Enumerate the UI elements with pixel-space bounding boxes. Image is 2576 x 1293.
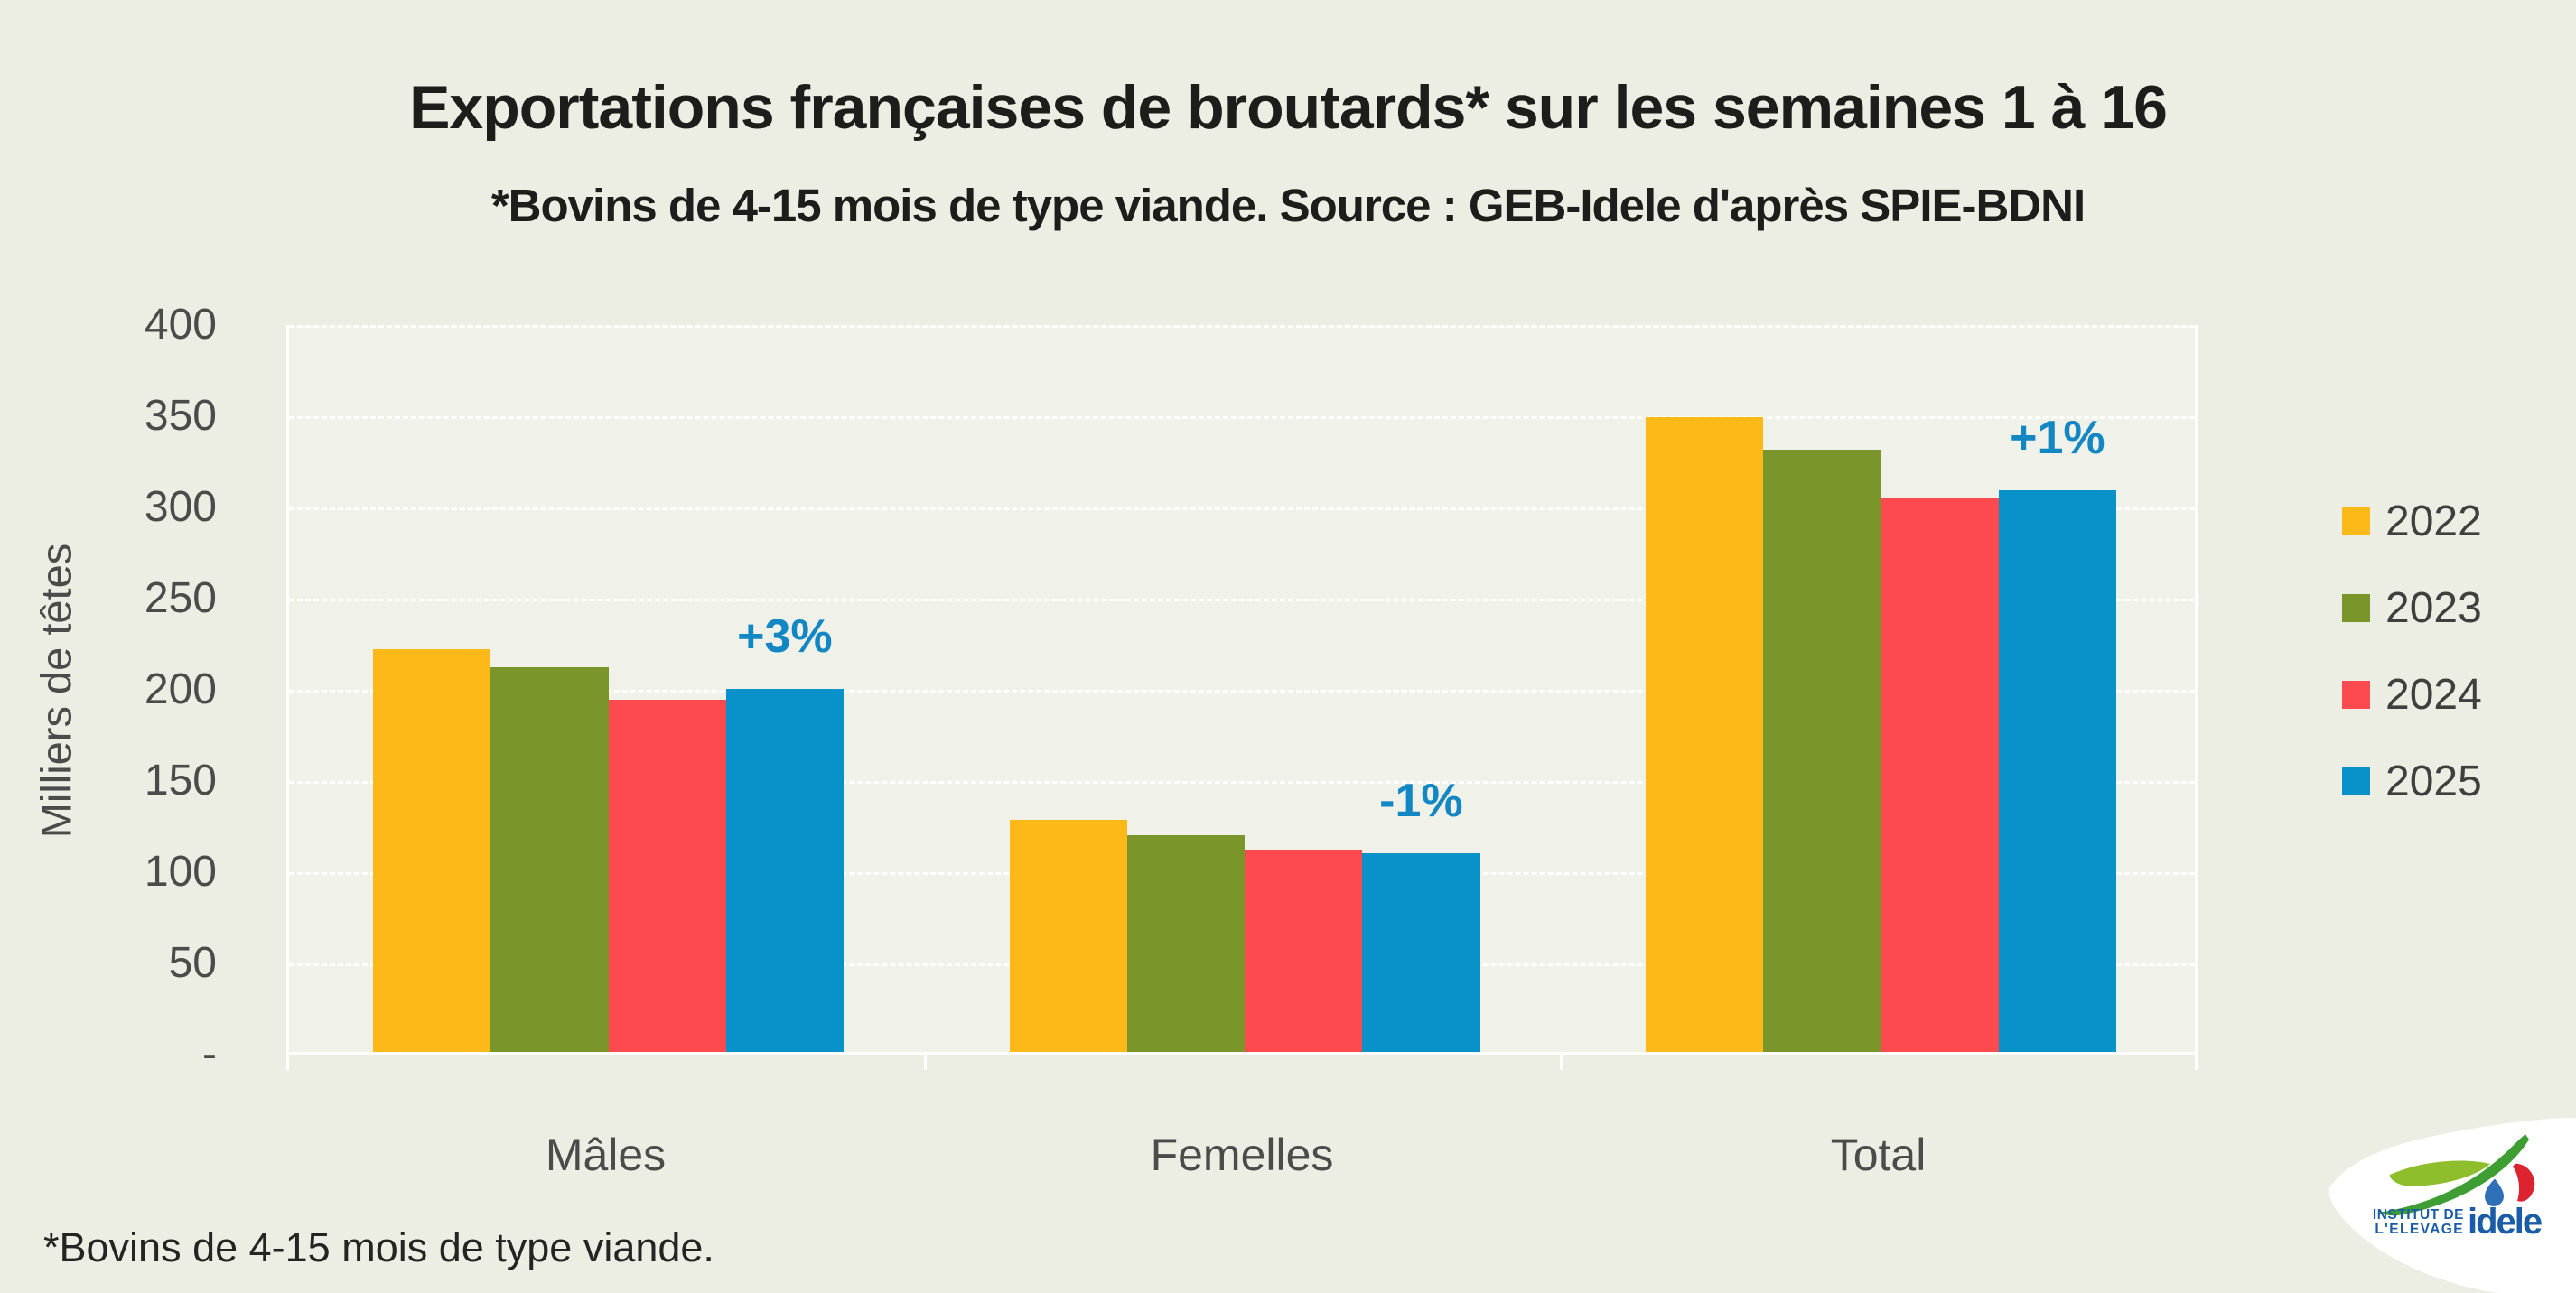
bar-Total-2024 <box>1881 497 1999 1052</box>
legend-item-2024: 2024 <box>2342 651 2482 738</box>
bar-Femelles-2025 <box>1362 852 1480 1052</box>
gridline-350 <box>289 416 2195 419</box>
bar-Total-2023 <box>1763 450 1881 1052</box>
legend-item-2022: 2022 <box>2342 478 2482 564</box>
logo-light-green-swoosh <box>2389 1160 2490 1186</box>
gridline-150 <box>289 781 2195 784</box>
gridline-400 <box>289 325 2195 328</box>
y-tick-label-200: 200 <box>144 665 217 713</box>
gridline-200 <box>289 690 2195 693</box>
legend-swatch-2024 <box>2342 680 2370 709</box>
bar-Femelles-2022 <box>1009 820 1127 1052</box>
annotation-Total: +1% <box>2010 411 2105 464</box>
y-tick-label-100: 100 <box>144 848 217 896</box>
logo-red-shape <box>2513 1163 2535 1202</box>
legend-label-2023: 2023 <box>2385 583 2482 632</box>
bar-Femelles-2024 <box>1245 849 1363 1052</box>
bar-Total-2022 <box>1646 417 1764 1052</box>
annotation-Mâles: +3% <box>737 610 833 664</box>
y-tick-label-350: 350 <box>144 392 217 440</box>
x-category-label-Femelles: Femelles <box>1150 1130 1334 1180</box>
idele-logo: INSTITUT DE L'ELEVAGE idele <box>2329 1118 2576 1293</box>
legend-swatch-2022 <box>2342 507 2370 535</box>
logo-background-shape <box>2329 1118 2576 1293</box>
legend-item-2025: 2025 <box>2342 738 2482 824</box>
y-tick-label-400: 400 <box>144 301 217 349</box>
chart-subtitle: *Bovins de 4-15 mois de type viande. Sou… <box>490 180 2086 231</box>
legend: 2022 2023 2024 2025 <box>2342 478 2482 824</box>
legend-label-2022: 2022 <box>2385 497 2482 545</box>
y-tick-label--: - <box>202 1030 217 1078</box>
bar-Mâles-2023 <box>490 666 609 1052</box>
legend-swatch-2023 <box>2342 593 2370 622</box>
bar-Mâles-2024 <box>608 700 726 1052</box>
x-axis-tick-2 <box>1560 1053 1563 1070</box>
legend-label-2024: 2024 <box>2385 670 2482 719</box>
logo-brand: idele <box>2468 1202 2542 1242</box>
x-axis-tick-0 <box>286 1053 289 1070</box>
bar-Total-2025 <box>1998 489 2116 1052</box>
y-tick-label-50: 50 <box>168 939 217 987</box>
bar-Mâles-2025 <box>725 689 844 1052</box>
plot-area: +3% -1% +1% <box>286 325 2198 1055</box>
x-category-label-Mâles: Mâles <box>545 1130 667 1180</box>
y-tick-label-250: 250 <box>144 574 217 622</box>
gridline-300 <box>289 507 2195 510</box>
footnote: *Bovins de 4-15 mois de type viande. <box>43 1224 714 1270</box>
logo-water-drop-icon <box>2482 1176 2506 1209</box>
legend-label-2025: 2025 <box>2385 757 2482 805</box>
y-tick-label-300: 300 <box>144 483 217 531</box>
x-axis-tick-1 <box>923 1053 927 1070</box>
legend-item-2023: 2023 <box>2342 564 2482 651</box>
bar-Mâles-2022 <box>373 648 491 1052</box>
annotation-Femelles: -1% <box>1379 774 1463 827</box>
logo-institute-line2: L'ELEVAGE <box>2375 1222 2464 1237</box>
x-axis-tick-3 <box>2195 1053 2198 1070</box>
legend-swatch-2025 <box>2342 767 2370 795</box>
y-tick-label-150: 150 <box>144 757 217 805</box>
x-axis-labels: Mâles Femelles Total <box>0 1129 2576 1192</box>
logo-institute-line1: INSTITUT DE <box>2373 1207 2464 1223</box>
chart-title: Exportations françaises de broutards* su… <box>409 73 2168 142</box>
gridline-250 <box>289 599 2195 601</box>
bar-Femelles-2023 <box>1126 834 1245 1052</box>
x-category-label-Total: Total <box>1830 1130 1927 1180</box>
